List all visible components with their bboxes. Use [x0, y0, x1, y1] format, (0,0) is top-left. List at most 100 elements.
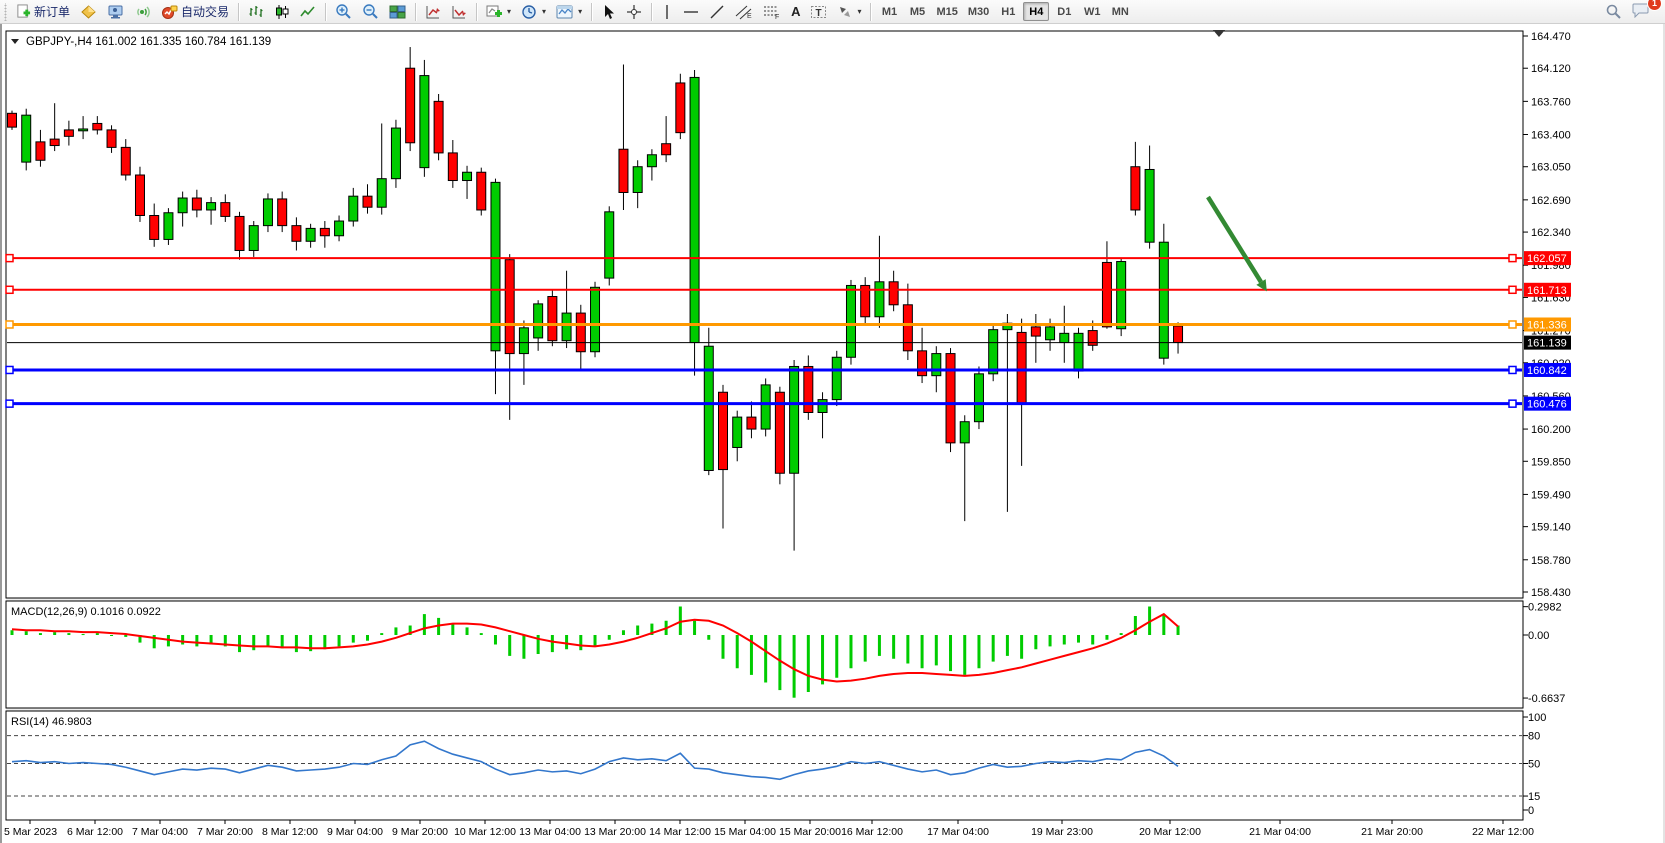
line-handle[interactable] — [5, 399, 14, 408]
time-axis-label: 17 Mar 04:00 — [927, 826, 989, 838]
line-handle[interactable] — [1508, 253, 1517, 263]
fibonacci-tool-button[interactable]: F — [759, 1, 785, 22]
text-icon: A — [791, 4, 801, 19]
bear-candle — [277, 198, 288, 227]
timeframe-d1-button[interactable]: D1 — [1051, 2, 1077, 21]
macd-histogram-bar — [53, 632, 57, 635]
line-handle[interactable] — [1508, 399, 1517, 408]
separator — [651, 2, 653, 21]
timeframe-h1-button[interactable]: H1 — [995, 2, 1021, 21]
timeframe-mn-button[interactable]: MN — [1107, 2, 1133, 21]
templates-button[interactable] — [552, 1, 586, 22]
bull-candle — [973, 373, 984, 423]
channel-tool-button[interactable]: E — [731, 1, 757, 22]
candlestick-chart-type-button[interactable] — [270, 1, 294, 22]
macd-histogram-bar — [81, 634, 85, 636]
line-handle[interactable] — [1508, 365, 1517, 375]
macd-histogram-bar — [252, 635, 256, 651]
bull-candle — [376, 178, 387, 208]
timeframe-h4-button[interactable]: H4 — [1023, 2, 1050, 21]
new-order-button[interactable]: 新订单 — [12, 1, 74, 22]
time-axis-label: 16 Mar 12:00 — [841, 826, 903, 838]
macd-histogram-bar — [280, 635, 284, 649]
macd-histogram-bar — [1105, 635, 1109, 640]
macd-histogram-bar — [309, 635, 313, 652]
indicator-list-button[interactable] — [447, 1, 471, 22]
line-handle[interactable] — [1508, 285, 1517, 295]
candles-layer — [7, 47, 1184, 551]
timeframe-m30-button[interactable]: M30 — [964, 2, 993, 21]
zoom-in-button[interactable] — [331, 1, 356, 22]
macd-histogram-bar — [10, 630, 14, 635]
main-chart-panel — [5, 30, 1524, 599]
macd-histogram-bar — [493, 635, 497, 645]
timeframe-w1-button[interactable]: W1 — [1079, 2, 1105, 21]
toolbar-grip[interactable] — [3, 2, 8, 21]
timeframe-m1-button[interactable]: M1 — [876, 2, 902, 21]
vertical-line-tool-button[interactable] — [657, 1, 677, 22]
horizontal-line-tool-button[interactable] — [679, 1, 703, 22]
macd-header: MACD(12,26,9) 0.1016 0.0922 — [11, 606, 161, 618]
periods-button[interactable] — [517, 1, 550, 22]
separator — [238, 2, 240, 21]
line-handle[interactable] — [5, 253, 14, 263]
line-chart-icon — [300, 4, 316, 20]
timeframe-m5-button[interactable]: M5 — [904, 2, 930, 21]
tile-windows-button[interactable] — [385, 1, 410, 22]
macd-histogram-bar — [422, 614, 426, 635]
bull-candle — [248, 225, 259, 251]
macd-histogram-bar — [892, 635, 896, 659]
chart-shift-marker[interactable] — [1213, 30, 1225, 37]
cursor-button[interactable] — [597, 1, 620, 22]
bear-candle — [362, 195, 373, 208]
time-axis-label: 14 Mar 12:00 — [649, 826, 711, 838]
trend-arrow-head[interactable] — [1256, 279, 1267, 292]
signals-button[interactable] — [130, 1, 155, 22]
autotrading-button[interactable]: 自动交易 — [157, 1, 233, 22]
symbol-dropdown-icon[interactable] — [11, 39, 19, 44]
timeframe-m15-button[interactable]: M15 — [932, 2, 961, 21]
line-handle[interactable] — [5, 320, 14, 329]
trend-arrow-object[interactable] — [1206, 195, 1263, 284]
bear-candle — [917, 350, 928, 377]
macd-histogram-bar — [593, 635, 597, 647]
line-handle[interactable] — [5, 285, 14, 295]
bull-candle — [177, 197, 188, 214]
bear-candle — [1030, 326, 1041, 337]
new-chart-button[interactable] — [482, 1, 515, 22]
shapes-tool-button[interactable] — [833, 1, 865, 22]
cursor-icon — [601, 4, 616, 20]
profiles-button[interactable] — [76, 1, 101, 22]
time-axis-label: 7 Mar 20:00 — [197, 826, 253, 838]
bull-candle — [1045, 326, 1056, 341]
price-tick-label: 163.050 — [1531, 162, 1571, 174]
macd-histogram-bar — [764, 635, 768, 683]
price-tick-label: 162.340 — [1531, 227, 1571, 239]
crosshair-button[interactable] — [622, 1, 646, 22]
market-watch-button[interactable] — [103, 1, 128, 22]
indicator-window-icon — [425, 4, 441, 20]
zoom-out-button[interactable] — [358, 1, 383, 22]
label-tool-button[interactable]: T — [806, 1, 831, 22]
indicator-window-button[interactable] — [421, 1, 445, 22]
autotrading-label: 自动交易 — [181, 5, 230, 19]
panel-divider[interactable] — [6, 708, 1523, 712]
macd-histogram-bar — [849, 635, 853, 669]
panel-divider[interactable] — [6, 598, 1523, 602]
line-handle[interactable] — [1508, 320, 1517, 329]
text-tool-button[interactable]: A — [787, 1, 804, 22]
search-button[interactable] — [1601, 1, 1626, 22]
zoom-in-icon — [335, 3, 352, 20]
trendline-tool-button[interactable] — [705, 1, 729, 22]
line-chart-type-button[interactable] — [296, 1, 320, 22]
bar-chart-type-button[interactable] — [244, 1, 268, 22]
bear-candle — [504, 259, 515, 355]
line-handle[interactable] — [5, 365, 14, 375]
separator — [415, 2, 417, 21]
bull-candle — [490, 181, 501, 352]
rsi-layer: 100 80 50 15 0 — [7, 712, 1546, 817]
macd-histogram-bar — [835, 635, 839, 678]
macd-histogram-bar — [536, 635, 540, 654]
zoom-out-icon — [362, 3, 379, 20]
